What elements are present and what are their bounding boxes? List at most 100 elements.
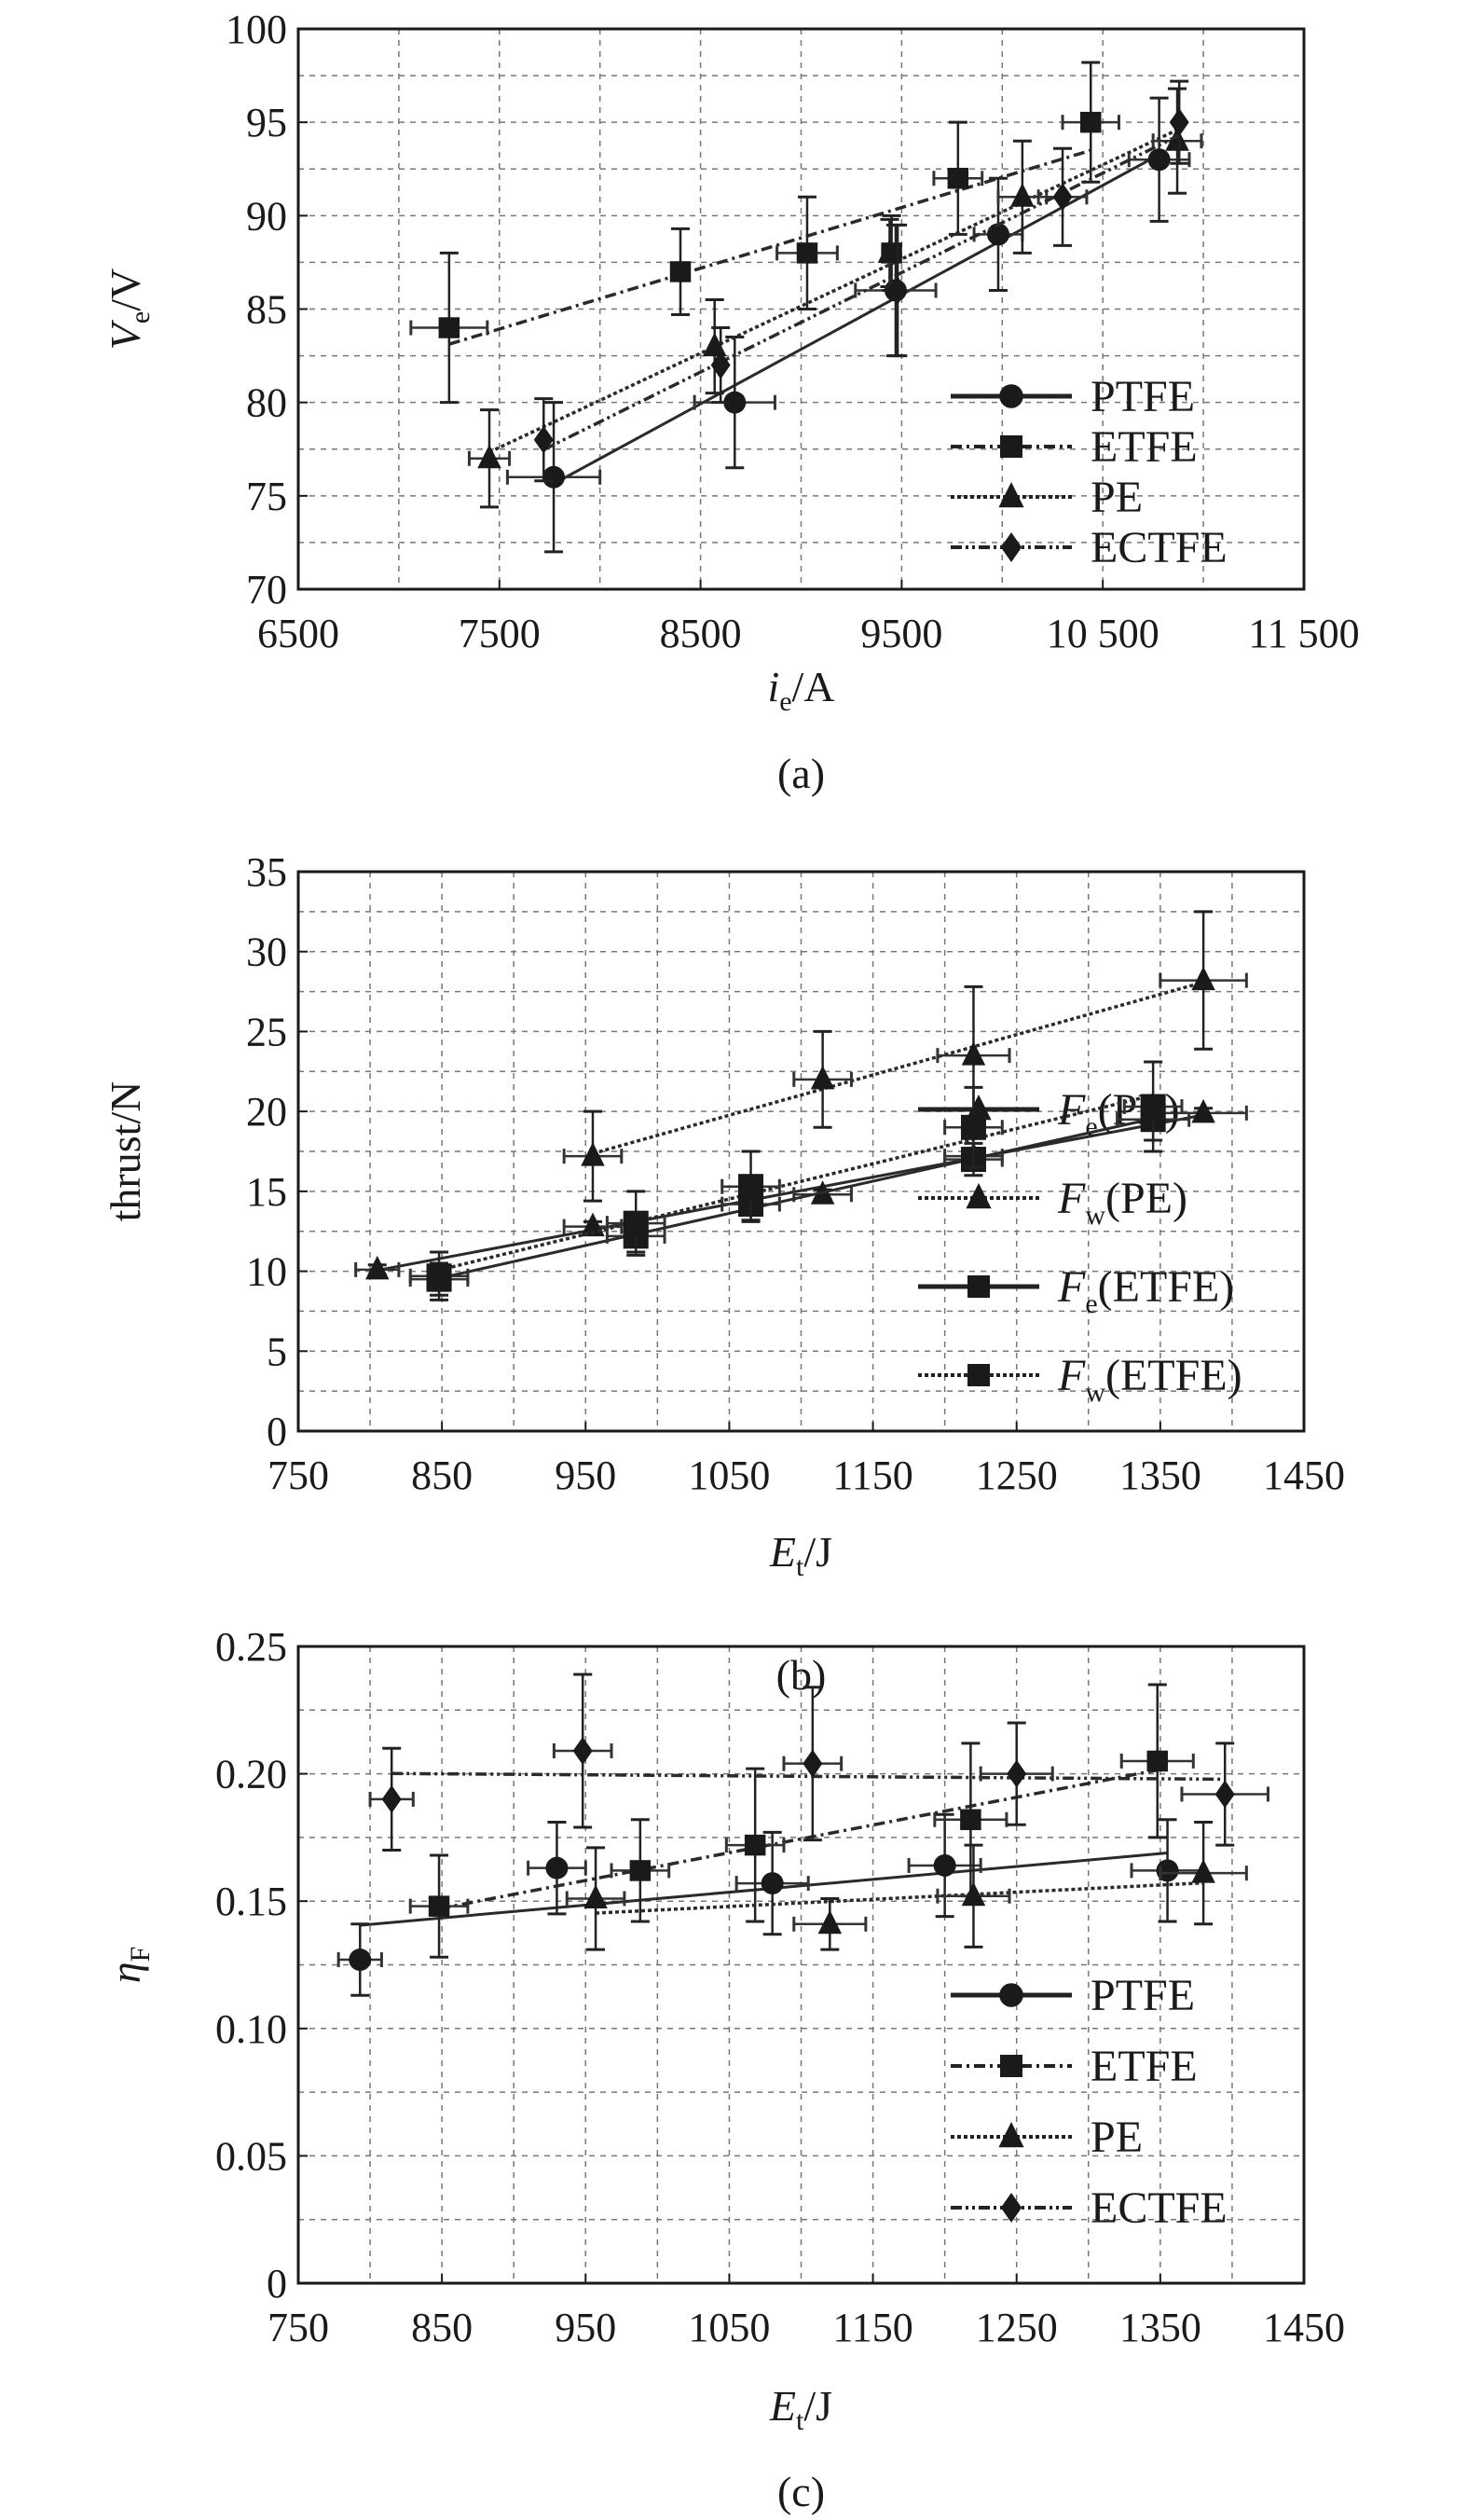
legend-item: PTFE: [951, 1971, 1195, 2020]
data-point: [877, 239, 902, 263]
data-point: [438, 317, 460, 338]
data-point: [1191, 1098, 1215, 1123]
series-pe: [565, 1821, 1248, 1951]
data-point: [1000, 2055, 1022, 2077]
data-point: [1191, 966, 1215, 991]
y-tick-label: 0: [267, 2261, 287, 2307]
x-tick-label: 10 500: [1047, 611, 1159, 656]
y-tick-label: 5: [267, 1329, 287, 1374]
data-point: [967, 1275, 990, 1298]
data-point: [986, 223, 1009, 246]
fit-line: [592, 980, 1204, 1155]
fit-line: [553, 153, 1160, 486]
legend-item: ETFE: [951, 422, 1198, 472]
x-tick-label: 750: [268, 2305, 329, 2350]
data-point: [1080, 111, 1102, 133]
data-point: [817, 1909, 843, 1935]
data-point: [966, 1095, 992, 1121]
data-point: [1010, 183, 1035, 207]
chart-3: 750 850 950 1050 1150 1250 1350 1450 0 0.05 0.10 0.…: [102, 1624, 1345, 2515]
x-tick-label: 1250: [976, 1453, 1058, 1498]
series-fwpe: [562, 910, 1248, 1203]
data-point: [761, 1872, 784, 1895]
data-point: [933, 1853, 956, 1877]
fit-line: [488, 128, 1178, 454]
x-axis-label-sub: t: [796, 1551, 804, 1582]
data-point: [1165, 127, 1189, 151]
data-point: [381, 1784, 402, 1813]
y-axis-label-sub: e: [125, 311, 156, 324]
legend-item: PTFE: [951, 372, 1195, 421]
data-point: [426, 1263, 452, 1289]
y-tick-label: 70: [246, 567, 287, 613]
y-tick-label: 0: [267, 1409, 287, 1454]
data-point: [999, 1983, 1023, 2007]
data-point: [960, 1809, 981, 1831]
panel-label: (a): [777, 750, 825, 797]
data-point: [998, 482, 1024, 508]
legend-label: Fe(ETFE): [1057, 1262, 1234, 1319]
data-point: [999, 384, 1023, 408]
x-tick-label: 1150: [832, 2305, 912, 2350]
chart-2: 750 850 950 1050 1150 1250 1350 1450 0 5 10 15 20 25 3…: [102, 849, 1345, 1699]
x-axis-label-unit: /J: [803, 1528, 832, 1576]
fit-line: [595, 1880, 1204, 1915]
x-axis-label-sub: t: [796, 2405, 804, 2436]
legend-label: ETFE: [1091, 422, 1198, 472]
y-tick-label: 35: [246, 849, 287, 895]
data-point: [1146, 1750, 1169, 1772]
legend-label: Fw(PE): [1057, 1174, 1187, 1231]
data-point: [723, 391, 747, 414]
data-point: [1156, 1859, 1179, 1882]
y-axis-label: Ve/V: [102, 269, 156, 350]
y-axis-label-main: η: [102, 1962, 149, 1983]
legend-item: Fw(PE): [918, 1174, 1187, 1231]
x-axis-label-main: i: [767, 663, 779, 710]
data-point: [710, 351, 731, 379]
data-point: [1000, 435, 1022, 458]
data-point: [961, 1041, 986, 1066]
series-ectfe: [368, 1673, 1269, 1852]
y-tick-label: 15: [246, 1169, 287, 1215]
series-etfe: [408, 1683, 1195, 1959]
legend-label: ECTFE: [1091, 2183, 1228, 2233]
x-tick-label: 850: [411, 2305, 473, 2350]
data-point: [572, 1737, 593, 1766]
y-tick-label: 0.15: [215, 1879, 287, 1924]
data-point: [583, 1884, 608, 1908]
y-tick-label: 0.05: [215, 2133, 287, 2179]
legend-item: PE: [951, 2113, 1143, 2162]
data-point: [960, 1114, 986, 1140]
x-axis-label: Et/J: [769, 2382, 832, 2436]
data-point: [744, 1834, 766, 1856]
x-axis-label: Et/J: [769, 1528, 832, 1582]
x-axis-label-sub: e: [779, 686, 791, 717]
series-ectfe: [533, 79, 1189, 483]
x-tick-label: 7500: [459, 611, 541, 656]
x-tick-label: 1350: [1119, 2305, 1201, 2350]
data-point: [629, 1860, 652, 1881]
legend-item: Fe(PE): [918, 1085, 1180, 1142]
x-tick-label: 8500: [660, 611, 742, 656]
data-point: [533, 425, 554, 454]
data-point: [1007, 1759, 1027, 1788]
x-axis-label-main: E: [769, 2382, 796, 2430]
legend-item: ECTFE: [951, 523, 1228, 572]
series-ptfe: [336, 1812, 1205, 1997]
x-tick-label: 6500: [257, 611, 339, 656]
legend-label: PTFE: [1091, 372, 1195, 421]
data-point: [623, 1210, 649, 1236]
legend-label: Fw(ETFE): [1057, 1351, 1242, 1408]
y-tick-label: 100: [226, 7, 287, 52]
fit-line: [438, 1117, 1154, 1280]
legend-item: Fe(ETFE): [918, 1262, 1234, 1319]
data-point: [1140, 1094, 1166, 1120]
x-tick-label: 1050: [688, 1453, 770, 1498]
x-axis-label: ie/A: [767, 663, 834, 717]
fit-line: [438, 1093, 1154, 1273]
x-axis-label-unit: /J: [803, 2382, 832, 2430]
series-ptfe: [505, 96, 1191, 554]
plot-frame: [296, 1645, 1306, 2285]
x-tick-label: 950: [555, 1453, 616, 1498]
